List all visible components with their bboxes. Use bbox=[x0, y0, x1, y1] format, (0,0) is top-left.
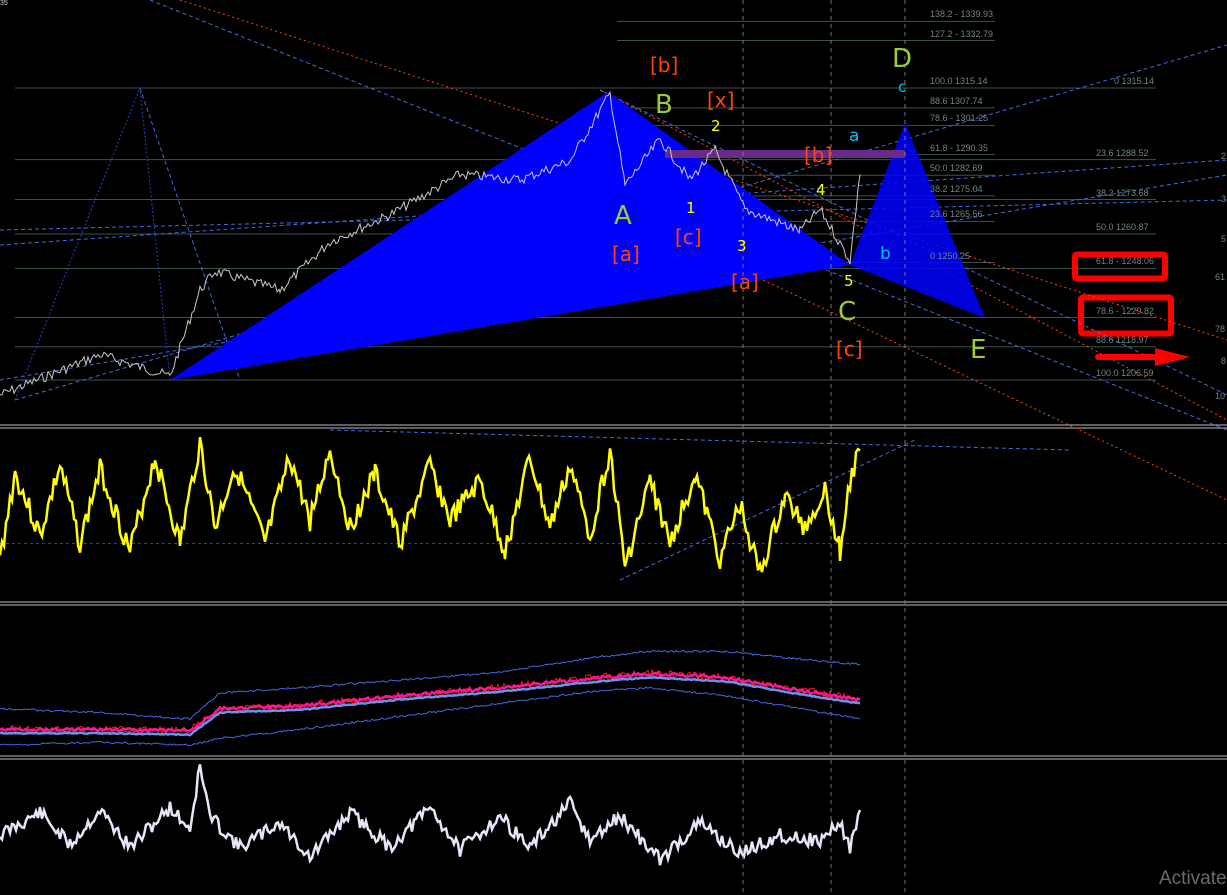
harmonic-pattern-cde bbox=[850, 123, 985, 318]
fib-label-left: 88.6 1307.74 bbox=[930, 95, 983, 106]
fib-label-left: 127.2 - 1332.79 bbox=[930, 28, 994, 39]
fib-label-right: 0 1315.14 bbox=[1114, 76, 1155, 86]
fib-label-left: 23.6 1265.56 bbox=[930, 209, 983, 220]
wave-label-bracket-c2: [c] bbox=[836, 337, 863, 361]
oscillator-trendline bbox=[329, 429, 1071, 451]
fib-label-right: 38.2 1273.68 bbox=[1096, 187, 1149, 198]
channel-line bbox=[699, 249, 1227, 501]
oscillator-trendline bbox=[619, 439, 916, 581]
fib-label-left: 0 1250.25 bbox=[930, 250, 971, 261]
highlight-box bbox=[1072, 251, 1168, 282]
trendline bbox=[139, 87, 241, 381]
edge-label: 61 bbox=[1215, 272, 1226, 282]
edge-label: 8 bbox=[1221, 356, 1227, 366]
edge-label: 5 bbox=[1221, 234, 1227, 244]
wave-label-bracket-b2: [b] bbox=[804, 143, 833, 167]
wave-label-a: A bbox=[614, 201, 632, 231]
fib-label-right: 50.0 1260.87 bbox=[1096, 221, 1149, 232]
fib-label-right: 88.6 1218.97 bbox=[1096, 334, 1149, 345]
wave-label-c: C bbox=[838, 297, 857, 327]
wave-label-bracket-a: [a] bbox=[612, 242, 640, 266]
trendline bbox=[149, 0, 1227, 431]
wave-label-bracket-c: [c] bbox=[675, 225, 702, 249]
lower-oscillator-series bbox=[0, 764, 862, 866]
band-mid bbox=[0, 675, 861, 737]
band-fast-red bbox=[0, 668, 860, 736]
wave-label-a-minor: a bbox=[849, 126, 860, 146]
edge-label: 10 bbox=[1215, 391, 1226, 401]
wave-label-bracket-x: [x] bbox=[707, 88, 735, 112]
wave-label-bracket-b: [b] bbox=[650, 53, 679, 77]
edge-label: 2 bbox=[1221, 151, 1227, 161]
edge-label: 78 bbox=[1215, 324, 1226, 334]
trendline bbox=[0, 159, 1227, 246]
fib-label-left: 50.0 1282.69 bbox=[930, 163, 983, 174]
wave-label-d: D bbox=[892, 44, 913, 74]
band-upper bbox=[0, 649, 861, 721]
wave-label-5: 5 bbox=[844, 272, 854, 290]
price-series bbox=[0, 90, 861, 396]
trendline bbox=[599, 89, 1227, 396]
fib-label-left: 78.6 - 1301.25 bbox=[930, 113, 989, 124]
edge-label: 3 bbox=[1221, 194, 1227, 204]
band-lower bbox=[0, 686, 861, 747]
arrow-head-icon bbox=[1155, 348, 1190, 366]
wave-label-3: 3 bbox=[737, 237, 747, 255]
zigzag-line bbox=[14, 87, 171, 401]
wave-label-b-minor: b bbox=[880, 244, 891, 264]
zone-rect bbox=[665, 150, 905, 158]
fib-label-right: 78.6 - 1229.82 bbox=[1096, 305, 1155, 316]
oscillator-series bbox=[0, 436, 861, 573]
activation-watermark: Activate bbox=[1159, 868, 1227, 889]
fib-label-left: 61.8 - 1290.35 bbox=[930, 142, 989, 153]
highlight-box bbox=[1078, 294, 1174, 337]
wave-label-2: 2 bbox=[711, 117, 721, 135]
band-fast bbox=[0, 671, 861, 734]
wave-label-4: 4 bbox=[816, 181, 826, 199]
trendline bbox=[0, 199, 1227, 231]
wave-label-b: B bbox=[655, 90, 673, 120]
fib-label-right: 23.6 1288.52 bbox=[1096, 147, 1149, 158]
fib-label-right: 61.8 - 1248.06 bbox=[1096, 256, 1155, 267]
fib-label-left: 100.0 1315.14 bbox=[930, 76, 988, 86]
fib-label-left: 38.2 1275.04 bbox=[930, 183, 983, 194]
corner-label: 35 bbox=[0, 0, 8, 7]
channel-line bbox=[599, 89, 1227, 421]
wave-label-1: 1 bbox=[686, 199, 696, 217]
fib-label-left: 138.2 - 1339.93 bbox=[930, 9, 994, 20]
fib-label-right: 100.0 1206.59 bbox=[1096, 367, 1154, 378]
wave-label-c-minor: c bbox=[898, 78, 907, 96]
harmonic-pattern-xabcd bbox=[170, 92, 850, 380]
wave-label-bracket-a2: [a] bbox=[731, 270, 759, 294]
trendline bbox=[0, 174, 1227, 381]
wave-label-e: E bbox=[970, 335, 987, 365]
